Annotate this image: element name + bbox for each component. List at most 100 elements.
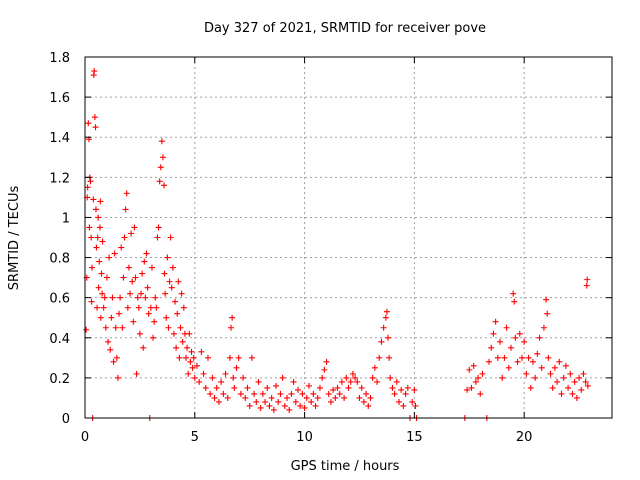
data-point <box>404 384 411 391</box>
data-point <box>224 394 231 401</box>
data-point <box>114 374 121 381</box>
data-point <box>264 384 271 391</box>
data-point <box>345 384 352 391</box>
data-point <box>284 394 291 401</box>
data-point <box>383 308 390 315</box>
data-point <box>490 330 497 337</box>
data-point <box>101 294 108 301</box>
data-point <box>492 318 499 325</box>
data-point <box>499 374 506 381</box>
data-point <box>200 370 207 377</box>
data-point <box>279 374 286 381</box>
data-point <box>147 304 154 311</box>
data-point <box>237 390 244 397</box>
data-point <box>157 164 164 171</box>
data-point <box>193 362 200 369</box>
data-point <box>299 390 306 397</box>
data-point <box>389 384 396 391</box>
data-point <box>565 384 572 391</box>
x-tick-label: 10 <box>296 430 313 445</box>
data-point <box>560 374 567 381</box>
data-point <box>516 330 523 337</box>
data-point <box>141 258 148 265</box>
data-point <box>558 390 565 397</box>
data-point <box>218 378 225 385</box>
y-tick-label: 0 <box>62 412 70 427</box>
data-point <box>137 290 144 297</box>
data-point <box>136 330 143 337</box>
data-point <box>571 378 578 385</box>
data-point <box>222 370 229 377</box>
data-point <box>503 324 510 331</box>
data-point <box>511 298 518 305</box>
data-point <box>305 382 312 389</box>
y-tick-label: 1.4 <box>49 131 70 146</box>
data-point <box>116 310 123 317</box>
data-point <box>185 370 192 377</box>
data-point <box>86 224 93 231</box>
x-tick-label: 0 <box>81 430 89 445</box>
data-point <box>184 344 191 351</box>
data-point <box>172 298 179 305</box>
data-point <box>175 278 182 285</box>
data-point <box>325 390 332 397</box>
data-point <box>255 378 262 385</box>
data-point <box>259 390 266 397</box>
data-point <box>367 394 374 401</box>
data-point <box>220 390 227 397</box>
data-point <box>123 190 130 197</box>
data-point <box>125 264 132 271</box>
data-point <box>347 378 354 385</box>
data-point <box>188 348 195 355</box>
data-point <box>207 390 214 397</box>
data-point <box>312 402 319 409</box>
data-point <box>525 354 532 361</box>
y-tick-label: 0.8 <box>49 252 70 267</box>
data-point <box>290 378 297 385</box>
data-point <box>332 394 339 401</box>
data-point <box>96 224 103 231</box>
data-point <box>386 354 393 361</box>
data-point <box>573 394 580 401</box>
data-point <box>281 402 288 409</box>
data-point <box>165 324 172 331</box>
data-point <box>211 394 218 401</box>
data-point <box>360 398 367 405</box>
data-point <box>343 374 350 381</box>
chart-title: Day 327 of 2021, SRMTID for receiver pov… <box>204 21 486 36</box>
data-point <box>529 358 536 365</box>
data-point <box>158 138 165 145</box>
data-point <box>83 326 90 333</box>
data-point <box>510 290 517 297</box>
data-point <box>102 324 109 331</box>
data-point <box>189 364 196 371</box>
data-point <box>378 338 385 345</box>
data-point <box>105 338 112 345</box>
data-point <box>584 382 591 389</box>
data-point <box>319 374 326 381</box>
data-point <box>400 402 407 409</box>
data-point <box>292 398 299 405</box>
data-point <box>409 398 416 405</box>
data-point <box>209 374 216 381</box>
data-point <box>518 354 525 361</box>
data-point <box>187 358 194 365</box>
data-point <box>95 284 102 291</box>
x-tick-label: 5 <box>191 430 199 445</box>
data-point <box>174 310 181 317</box>
data-point <box>161 182 168 189</box>
data-point <box>100 304 107 311</box>
data-point <box>321 366 328 373</box>
data-point <box>376 354 383 361</box>
data-point <box>213 384 220 391</box>
data-point <box>202 384 209 391</box>
data-point <box>139 270 146 277</box>
data-point <box>385 334 392 341</box>
data-point <box>106 254 113 261</box>
data-point <box>235 354 242 361</box>
data-point <box>177 324 184 331</box>
data-point <box>143 250 150 257</box>
data-point <box>166 278 173 285</box>
y-tick-label: 1.2 <box>49 171 70 186</box>
